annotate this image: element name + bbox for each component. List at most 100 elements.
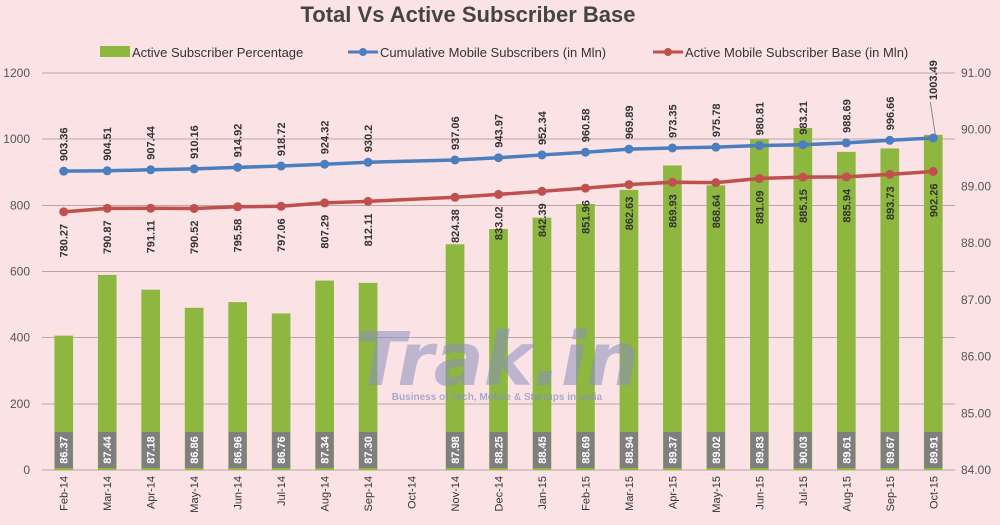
cumulative-value-label: 943.97 <box>494 114 506 148</box>
y-right-tick-label: 89.00 <box>961 179 991 193</box>
bar-value-label: 86.86 <box>189 436 201 464</box>
bar <box>532 217 552 470</box>
x-tick-label: Nov-14 <box>450 476 462 511</box>
bar-value-box <box>576 432 595 468</box>
legend-marker <box>664 48 672 56</box>
bar <box>445 244 465 470</box>
data-labels: 903.36 904.51 907.44 910.16 914.92 918.72 924.… <box>59 60 941 257</box>
line-point <box>754 141 764 151</box>
cumulative-value-label: 918.72 <box>276 122 288 156</box>
active-value-label: 824.38 <box>450 209 462 243</box>
cumulative-value-label: 975.78 <box>711 104 723 138</box>
line-point <box>59 166 69 176</box>
y-right-tick-label: 91.00 <box>961 66 991 80</box>
line-point <box>320 159 330 169</box>
line-point <box>798 140 808 150</box>
cumulative-value-label: 910.16 <box>189 125 201 159</box>
line-point <box>450 155 460 165</box>
line-point <box>580 183 590 193</box>
active-value-label: 780.27 <box>59 224 71 258</box>
legend: Active Subscriber Percentage Cumulative M… <box>100 45 908 60</box>
y-left-tick-label: 400 <box>10 331 30 345</box>
x-tick-label: Jun-14 <box>233 476 245 510</box>
line-point <box>711 178 721 188</box>
bar-value-box <box>228 432 247 468</box>
line-point <box>537 150 547 160</box>
legend-label: Active Mobile Subscriber Base (in Mln) <box>685 45 908 60</box>
bar <box>663 165 682 471</box>
y-right-tick-label: 90.00 <box>961 123 991 137</box>
y-right-tick-label: 86.00 <box>961 350 991 364</box>
y-right-tick-label: 84.00 <box>961 463 991 477</box>
bar-value-label: 87.98 <box>450 436 462 464</box>
bar-value-box <box>706 432 725 468</box>
x-tick-label: Jul-15 <box>798 476 810 506</box>
bar-value-box <box>98 432 117 468</box>
line-point <box>624 180 634 190</box>
bar-value-box <box>141 432 160 468</box>
line-point <box>580 147 590 157</box>
x-tick-label: Oct-14 <box>407 476 419 509</box>
cumulative-value-label: 924.32 <box>320 121 332 155</box>
line-point <box>841 138 851 148</box>
line-point <box>146 203 156 213</box>
bar-value-label: 89.83 <box>754 436 766 464</box>
x-tick-label: Oct-15 <box>928 476 940 509</box>
line-point <box>233 202 243 212</box>
bar-value-box <box>880 432 899 468</box>
cumulative-value-label: 903.36 <box>59 127 71 161</box>
cumulative-value-label: 996.66 <box>885 97 897 131</box>
bar-value-label: 87.18 <box>146 436 158 464</box>
bar <box>141 289 161 470</box>
bar-value-box <box>446 432 465 468</box>
active-value-label: 902.26 <box>928 184 940 218</box>
bar <box>315 280 334 470</box>
line-point <box>233 162 243 172</box>
y-left-tick-label: 800 <box>10 198 30 212</box>
cumulative-value-label: 907.44 <box>146 125 158 160</box>
bar <box>750 139 769 470</box>
x-tick-label: May-15 <box>711 476 723 513</box>
x-tick-label: Dec-14 <box>494 476 506 511</box>
leader-line <box>929 101 936 135</box>
active-value-label: 797.06 <box>276 218 288 252</box>
watermark: Trak.in Business of Tech, Mobile & Start… <box>355 317 639 403</box>
x-tick-label: Mar-14 <box>102 476 114 511</box>
legend-marker <box>359 48 367 56</box>
bar-value-label: 88.25 <box>494 436 506 464</box>
x-tick-label: Feb-15 <box>580 476 592 511</box>
line-point <box>928 167 938 177</box>
line-point <box>276 201 286 211</box>
cumulative-value-label: 914.92 <box>233 124 245 158</box>
line-point <box>798 172 808 182</box>
x-tick-label: Sep-15 <box>885 476 897 511</box>
bar-value-box <box>54 432 73 468</box>
chart-title: Total Vs Active Subscriber Base <box>300 2 635 27</box>
line-point <box>754 174 764 184</box>
y-left-tick-label: 600 <box>10 265 30 279</box>
bar-value-label: 88.69 <box>580 436 592 464</box>
y-right-tick-label: 88.00 <box>961 236 991 250</box>
line-cumulative <box>63 136 934 173</box>
legend-label: Cumulative Mobile Subscribers (in Mln) <box>380 45 606 60</box>
bar-value-box <box>272 432 291 468</box>
active-value-label: 812.11 <box>363 213 375 246</box>
bar-value-box <box>793 432 812 468</box>
bar-value-label: 86.37 <box>59 436 71 464</box>
line-point <box>667 143 677 153</box>
y-right-tick-label: 85.00 <box>961 406 991 420</box>
bar-value-label: 89.37 <box>667 436 679 464</box>
bar <box>358 282 378 470</box>
bar <box>184 307 204 470</box>
active-value-label: 795.58 <box>233 219 245 253</box>
active-value-label: 791.11 <box>146 220 158 253</box>
bar-value-box <box>663 432 682 468</box>
cumulative-value-label: 960.58 <box>580 109 592 143</box>
line-point <box>711 142 721 152</box>
legend-swatch <box>100 46 130 57</box>
active-value-label: 869.93 <box>667 194 679 228</box>
bar <box>836 151 856 470</box>
bar-value-box <box>489 432 508 468</box>
active-value-label: 885.15 <box>798 189 810 223</box>
bar-value-box <box>924 432 943 468</box>
